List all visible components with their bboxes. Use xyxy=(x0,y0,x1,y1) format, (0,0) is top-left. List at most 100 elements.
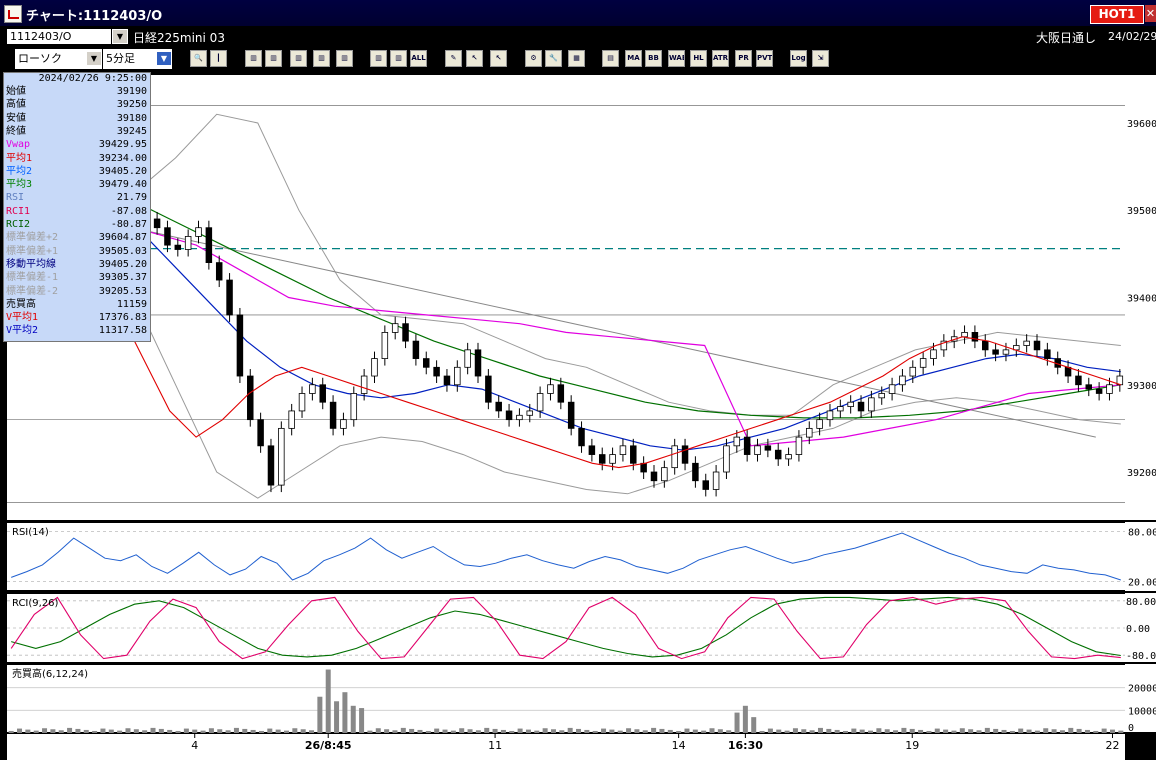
toolbar-wae-button[interactable]: WAE xyxy=(668,50,685,67)
volume-bar xyxy=(542,728,548,733)
chart-icon[interactable]: ▥ xyxy=(313,50,330,67)
candle-body xyxy=(661,467,668,482)
volume-bar xyxy=(617,730,623,733)
chart-icon[interactable]: ▥ xyxy=(290,50,307,67)
volume-bar xyxy=(125,728,131,733)
volume-bar xyxy=(342,692,348,733)
info-value: 39234.00 xyxy=(98,152,147,164)
candle-body xyxy=(174,244,182,250)
chart-area[interactable]: 39600 39500 39400 39300 39200 80.00 20.00 RSI(1… xyxy=(0,72,1156,760)
close-icon[interactable]: ✕ xyxy=(1145,5,1156,22)
info-row: 標準偏差-1 39305.37 xyxy=(4,271,150,284)
candle-body xyxy=(226,279,233,316)
volume-bar xyxy=(58,730,64,733)
volume-bar xyxy=(83,729,89,733)
volume-bar xyxy=(592,730,598,733)
chart-icon[interactable]: ▥ xyxy=(245,50,262,67)
volume-bar xyxy=(1118,730,1124,733)
arrow-icon[interactable]: ↖ xyxy=(490,50,507,67)
volume-bar xyxy=(609,729,615,733)
window-title: チャート:1112403/O xyxy=(26,9,163,24)
volume-bar xyxy=(667,729,673,733)
volume-bar xyxy=(258,730,264,733)
volume-tick-label: 0 xyxy=(1128,723,1134,734)
volume-bar xyxy=(25,729,31,733)
chevron-down-icon[interactable]: ▼ xyxy=(112,29,128,44)
toolbar-bb-button[interactable]: BB xyxy=(645,50,662,67)
candle-body xyxy=(516,414,523,421)
toolbar-atr-button[interactable]: ATR xyxy=(712,50,729,67)
candle-body xyxy=(1085,384,1093,390)
volume-bar xyxy=(751,717,757,733)
interval-select[interactable]: 5分足 xyxy=(103,49,172,69)
toolbar-log-button[interactable]: Log xyxy=(790,50,807,67)
toolbar-hl-button[interactable]: HL xyxy=(690,50,707,67)
candle-body xyxy=(454,366,461,386)
info-row: 始値 39190 xyxy=(4,85,150,98)
volume-bar xyxy=(434,728,440,733)
info-value: 39305.37 xyxy=(98,272,147,284)
chevron-down-icon[interactable]: ▼ xyxy=(156,51,172,66)
info-row: 平均3 39479.40 xyxy=(4,178,150,191)
toolbar-ma-button[interactable]: MA xyxy=(625,50,642,67)
candle-body xyxy=(360,375,368,394)
chart-icon[interactable]: ▥ xyxy=(390,50,407,67)
chart-icon[interactable]: ▥ xyxy=(336,50,353,67)
chevron-down-icon[interactable]: ▼ xyxy=(86,51,102,66)
chart-type-select[interactable]: ローソク xyxy=(15,49,102,69)
volume-bar xyxy=(409,728,415,733)
chart-icon[interactable]: ▥ xyxy=(370,50,387,67)
toolbar-pr-button[interactable]: PR xyxy=(735,50,752,67)
zoom-icon[interactable]: 🔍 xyxy=(190,50,207,67)
volume-bar xyxy=(717,729,723,733)
candle-body xyxy=(888,384,896,394)
export-icon[interactable]: ⇲ xyxy=(812,50,829,67)
info-label: RCI2 xyxy=(6,219,31,230)
info-row: Vwap 39429.95 xyxy=(4,138,150,151)
symbol-bar xyxy=(0,26,1156,46)
x-tick-label: 22 xyxy=(1105,739,1119,752)
hot-button[interactable]: HOT1 xyxy=(1090,5,1144,24)
info-row: 終値 39245 xyxy=(4,125,150,138)
candle-body xyxy=(743,436,751,455)
grid-icon[interactable]: ▤ xyxy=(602,50,619,67)
candle-body xyxy=(236,314,244,377)
volume-bar xyxy=(993,728,999,733)
cursor-icon[interactable]: ┃ xyxy=(210,50,227,67)
candle-body xyxy=(671,445,678,469)
arrow-icon[interactable]: ↖ xyxy=(466,50,483,67)
x-tick-label: 19 xyxy=(905,739,919,752)
volume-bar xyxy=(1084,729,1090,733)
wrench-icon[interactable]: 🔧 xyxy=(545,50,562,67)
pen-icon[interactable]: ✎ xyxy=(445,50,462,67)
volume-bar xyxy=(150,727,156,733)
toolbar-pvt-button[interactable]: PVT xyxy=(756,50,773,67)
volume-bar xyxy=(175,730,181,733)
candle-body xyxy=(930,349,937,359)
volume-bar xyxy=(959,728,965,733)
volume-bar xyxy=(42,728,48,733)
info-value: 39245 xyxy=(116,125,147,137)
candle-body xyxy=(371,358,378,377)
volume-bar xyxy=(909,728,915,733)
x-axis-area xyxy=(7,733,1125,760)
volume-bar xyxy=(584,729,590,733)
candle-body xyxy=(329,401,337,429)
candle-body xyxy=(309,384,316,394)
gear-icon[interactable]: ⚙ xyxy=(525,50,542,67)
volume-bar xyxy=(943,729,949,733)
volume-bar xyxy=(250,729,256,733)
candle-body xyxy=(598,454,606,464)
symbol-code-input[interactable]: 1112403/O xyxy=(7,29,111,44)
volume-bar xyxy=(659,728,665,733)
volume-bar xyxy=(926,730,932,733)
info-label: RSI xyxy=(6,192,25,204)
candle-body xyxy=(847,401,854,407)
volume-bar xyxy=(843,730,848,733)
palette-icon[interactable]: ▦ xyxy=(568,50,585,67)
candle-body xyxy=(868,397,875,412)
toolbar-all-button[interactable]: ALL xyxy=(410,50,427,67)
chart-icon[interactable]: ▥ xyxy=(265,50,282,67)
volume-bar xyxy=(826,728,832,733)
info-row: 売買高 11159 xyxy=(4,298,150,311)
